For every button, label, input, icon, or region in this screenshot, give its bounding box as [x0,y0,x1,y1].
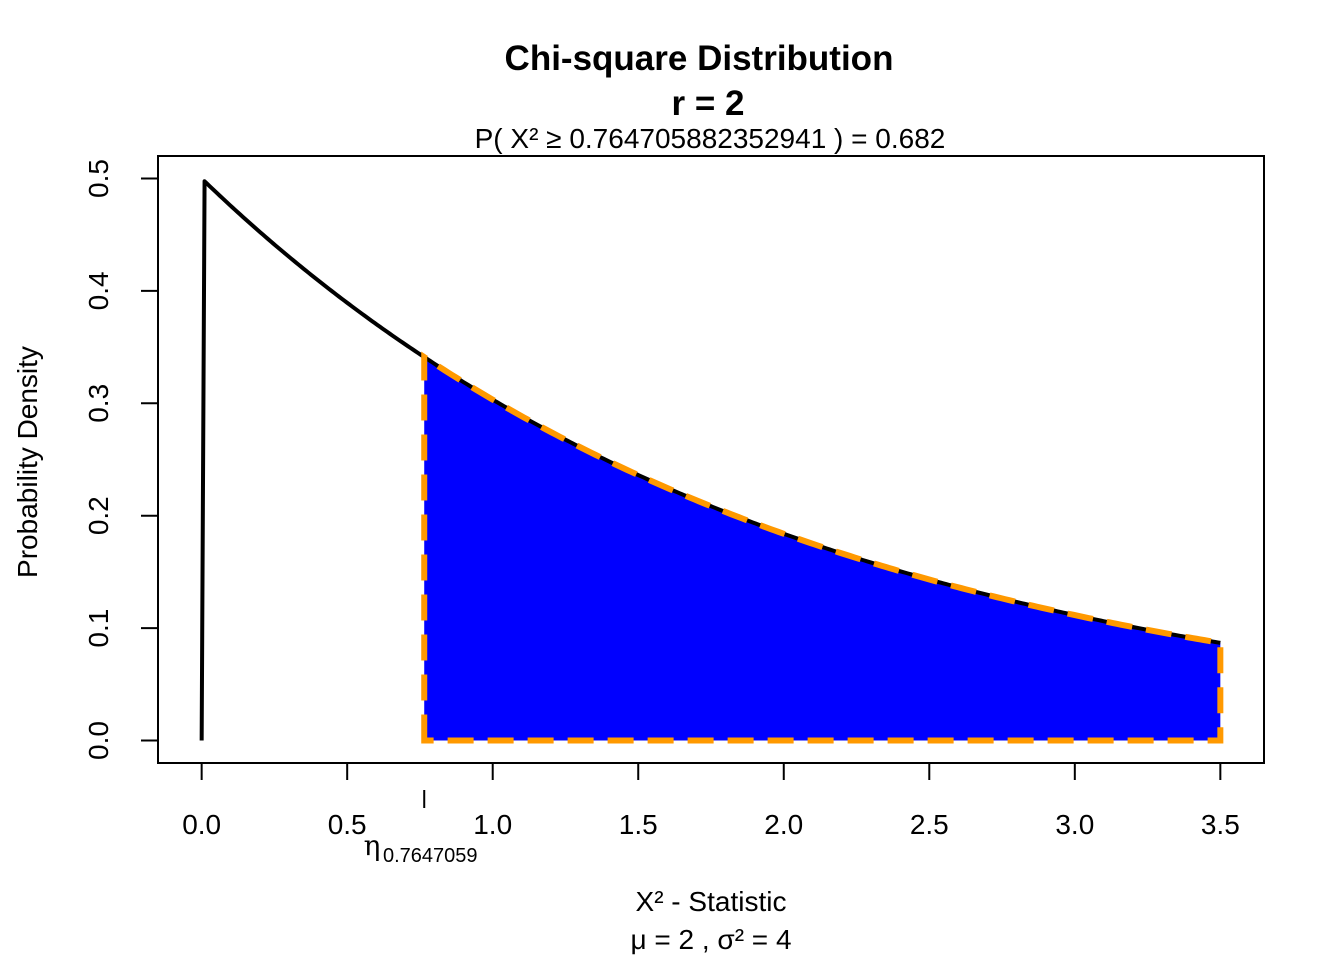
x-tick-label: 0.5 [328,809,367,840]
y-axis: 0.0 0.1 0.2 0.3 0.4 0.5 [83,159,159,760]
y-tick-label: 0.3 [83,384,114,423]
x-tick-label: 0.0 [182,809,221,840]
critical-eta-subscript: 0.7647059 [383,845,478,867]
x-tick-label: 2.0 [764,809,803,840]
y-tick-label: 0.2 [83,496,114,535]
y-tick-label: 0.4 [83,271,114,310]
x-tick-label: 2.5 [910,809,949,840]
x-tick-label: 3.5 [1201,809,1240,840]
chart-subtitle: r = 2 [672,84,745,123]
x-tick-label: 1.0 [473,809,512,840]
x-tick-label: 3.0 [1055,809,1094,840]
critical-value-label: η 0.7647059 [364,829,478,867]
area-border-layer [421,351,1224,744]
x-tick-label: 1.5 [619,809,658,840]
x-axis-sublabel: μ = 2 , σ² = 4 [630,924,791,955]
chart-title: Chi-square Distribution [505,39,894,78]
probability-label: P( X² ≥ 0.764705882352941 ) = 0.682 [475,123,946,154]
x-axis: 0.0 0.5 1.0 1.5 2.0 2.5 3.0 3.5 [182,762,1240,840]
y-tick-label: 0.0 [83,721,114,760]
y-tick-label: 0.5 [83,159,114,198]
x-axis-label: X² - Statistic [636,886,787,917]
shaded-area-border [421,351,1224,744]
y-tick-label: 0.1 [83,609,114,648]
critical-eta-symbol: η [364,829,381,862]
y-axis-label: Probability Density [12,346,43,578]
